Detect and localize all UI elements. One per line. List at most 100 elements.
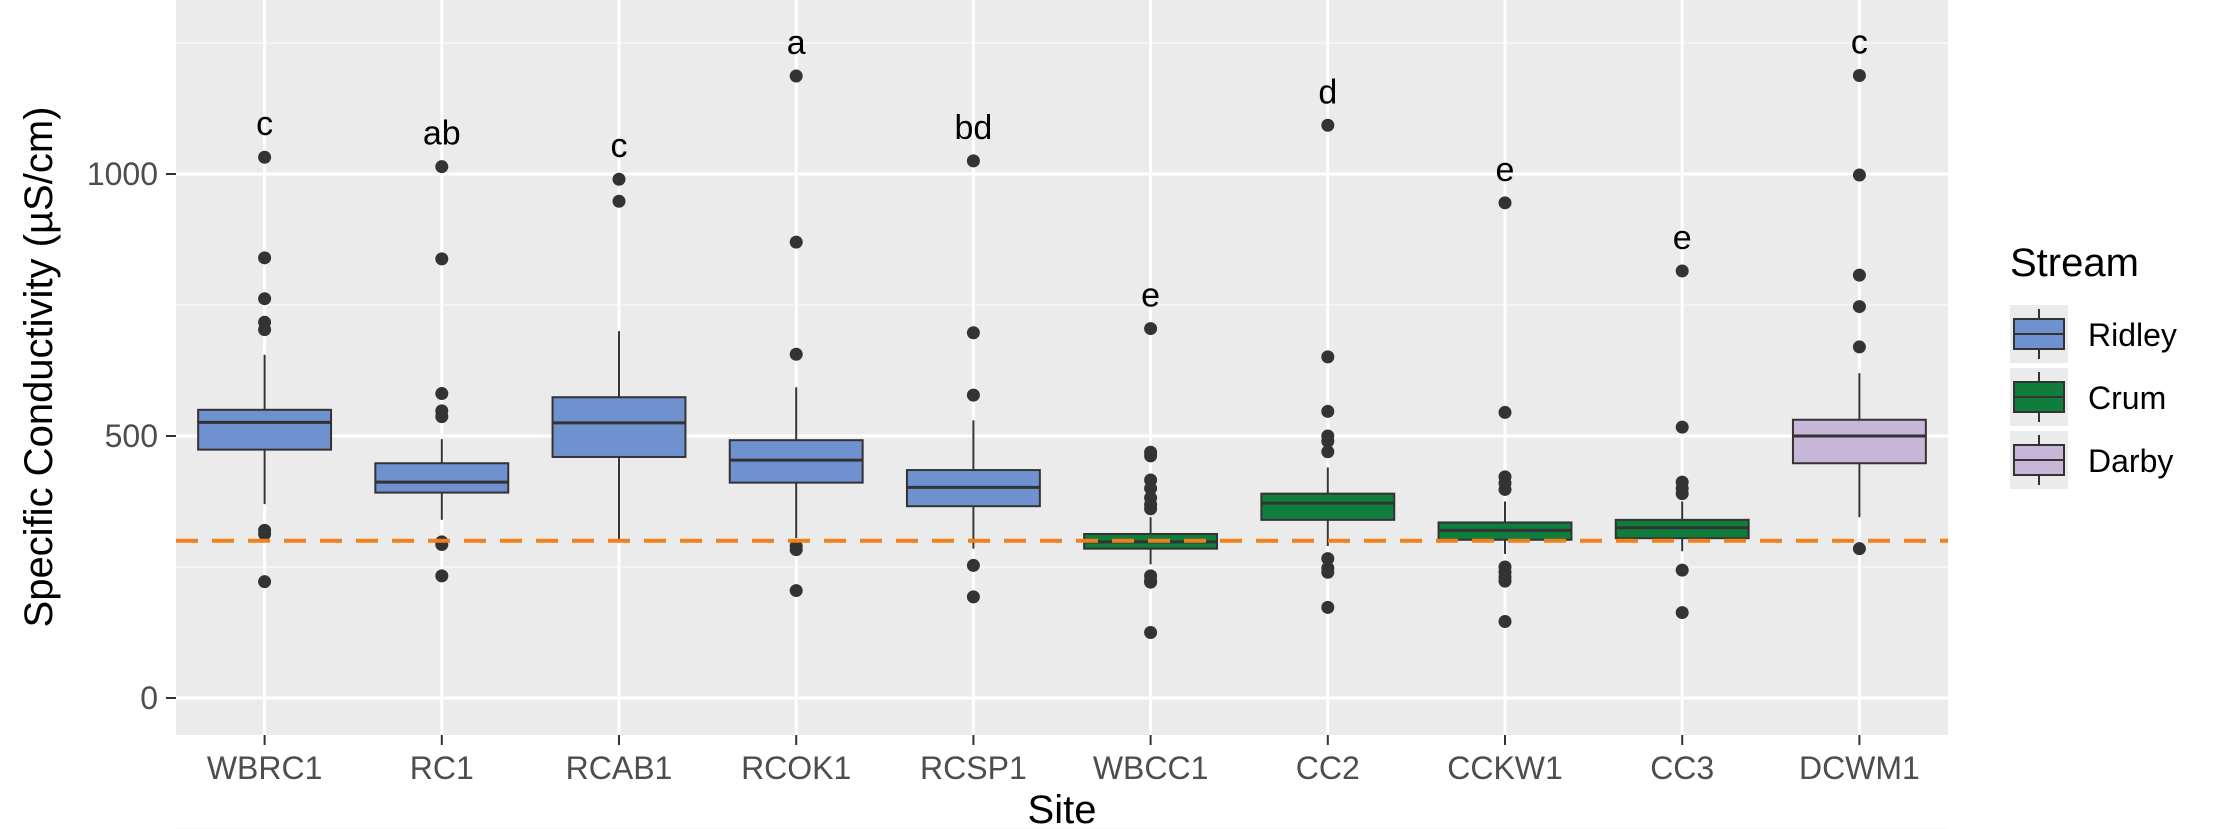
x-tick-label: WBRC1 [207,750,323,786]
box-body [374,462,510,494]
outlier-point [1498,405,1512,419]
outlier-point [789,543,803,557]
x-tick-label: CCKW1 [1447,750,1563,786]
significance-letter: c [256,105,273,143]
outlier-point [1852,340,1866,354]
box-cc2 [1260,118,1396,614]
outlier-point [1144,449,1158,463]
outlier-point [1144,626,1158,639]
outlier-point [612,172,626,186]
outlier-point [1852,300,1866,314]
outlier-point [966,326,980,340]
major-gridlines [176,0,1948,735]
outlier-point [1321,118,1335,132]
outlier-point [435,410,449,424]
significance-letter: ab [423,115,461,153]
outlier-point [435,387,449,401]
y-tick-label: 500 [105,418,158,454]
outlier-point [435,160,449,174]
outlier-point [1498,574,1512,588]
outlier-point [1321,600,1335,614]
significance-letters: c ab c a bd e d e e c [256,23,1868,314]
y-tick-label: 0 [140,680,158,716]
outlier-point [1675,487,1689,501]
outlier-point [1675,264,1689,278]
significance-letter: e [1141,277,1160,315]
outlier-point [435,252,449,266]
box-rc1 [374,160,510,583]
legend-entry-ridley: Ridley [2010,305,2177,363]
outlier-point [1498,482,1512,496]
significance-letter: d [1318,73,1337,111]
outlier-point [435,569,449,583]
box-wbrc1 [197,150,333,589]
x-tick-label: WBCC1 [1093,750,1209,786]
significance-letter: c [1851,23,1868,61]
box-body [197,408,333,451]
outlier-point [789,69,803,83]
significance-letter: bd [954,109,992,147]
box-body [551,396,687,458]
outlier-point [1852,68,1866,82]
box-series [197,68,1927,639]
outlier-point [1321,404,1335,418]
outlier-point [1321,445,1335,459]
outlier-point [966,590,980,604]
x-tick-label: CC3 [1650,750,1714,786]
outlier-point [966,388,980,402]
significance-letter: e [1673,219,1692,257]
significance-letter: e [1496,151,1515,189]
box-dcwm1 [1791,68,1927,556]
outlier-point [1498,196,1512,210]
outlier-point [1852,542,1866,556]
outlier-point [258,150,272,164]
x-axis-title: Site [1028,788,1097,829]
legend-entry-crum: Crum [2010,368,2166,426]
outlier-point [1321,350,1335,364]
significance-letter: a [787,24,806,62]
outlier-point [1675,563,1689,577]
legend-label: Darby [2088,443,2173,479]
box-cckw1 [1437,196,1573,628]
outlier-point [1144,481,1158,495]
box-rcsp1 [905,154,1041,604]
outlier-point [1852,268,1866,282]
outlier-point [789,235,803,249]
outlier-point [966,154,980,168]
outlier-point [612,194,626,208]
outlier-point [966,558,980,572]
outlier-point [258,251,272,265]
outlier-point [1498,614,1512,628]
outlier-point [1852,168,1866,182]
legend: Stream Ridley Crum Darby [2010,241,2177,489]
legend-entry-darby: Darby [2010,431,2173,489]
x-tick-label: RC1 [410,750,474,786]
x-tick-label: RCOK1 [741,750,851,786]
significance-letter: c [611,127,628,165]
box-body [1791,418,1927,465]
outlier-point [1144,502,1158,516]
x-tick-label: RCSP1 [920,750,1027,786]
outlier-point [1321,565,1335,579]
y-axis-title: Specific Conductivity (µS/cm) [17,107,61,628]
y-axis: 0 500 1000 [87,156,176,716]
x-tick-label: DCWM1 [1799,750,1920,786]
outlier-point [1675,420,1689,434]
outlier-point [258,292,272,306]
outlier-point [1675,606,1689,620]
y-tick-label: 1000 [87,156,158,192]
outlier-point [789,584,803,598]
x-tick-label: CC2 [1296,750,1360,786]
x-axis: WBRC1 RC1 RCAB1 RCOK1 RCSP1 WBCC1 CC2 CCKW1 CC3 D… [207,735,1920,786]
x-tick-label: RCAB1 [566,750,673,786]
legend-label: Crum [2088,380,2166,416]
minor-gridlines [176,42,1948,829]
outlier-point [1321,552,1335,566]
outlier-point [258,575,272,589]
legend-label: Ridley [2088,317,2177,353]
box-rcab1 [551,172,687,540]
outlier-point [789,347,803,361]
outlier-point [258,323,272,337]
legend-title: Stream [2010,241,2139,285]
